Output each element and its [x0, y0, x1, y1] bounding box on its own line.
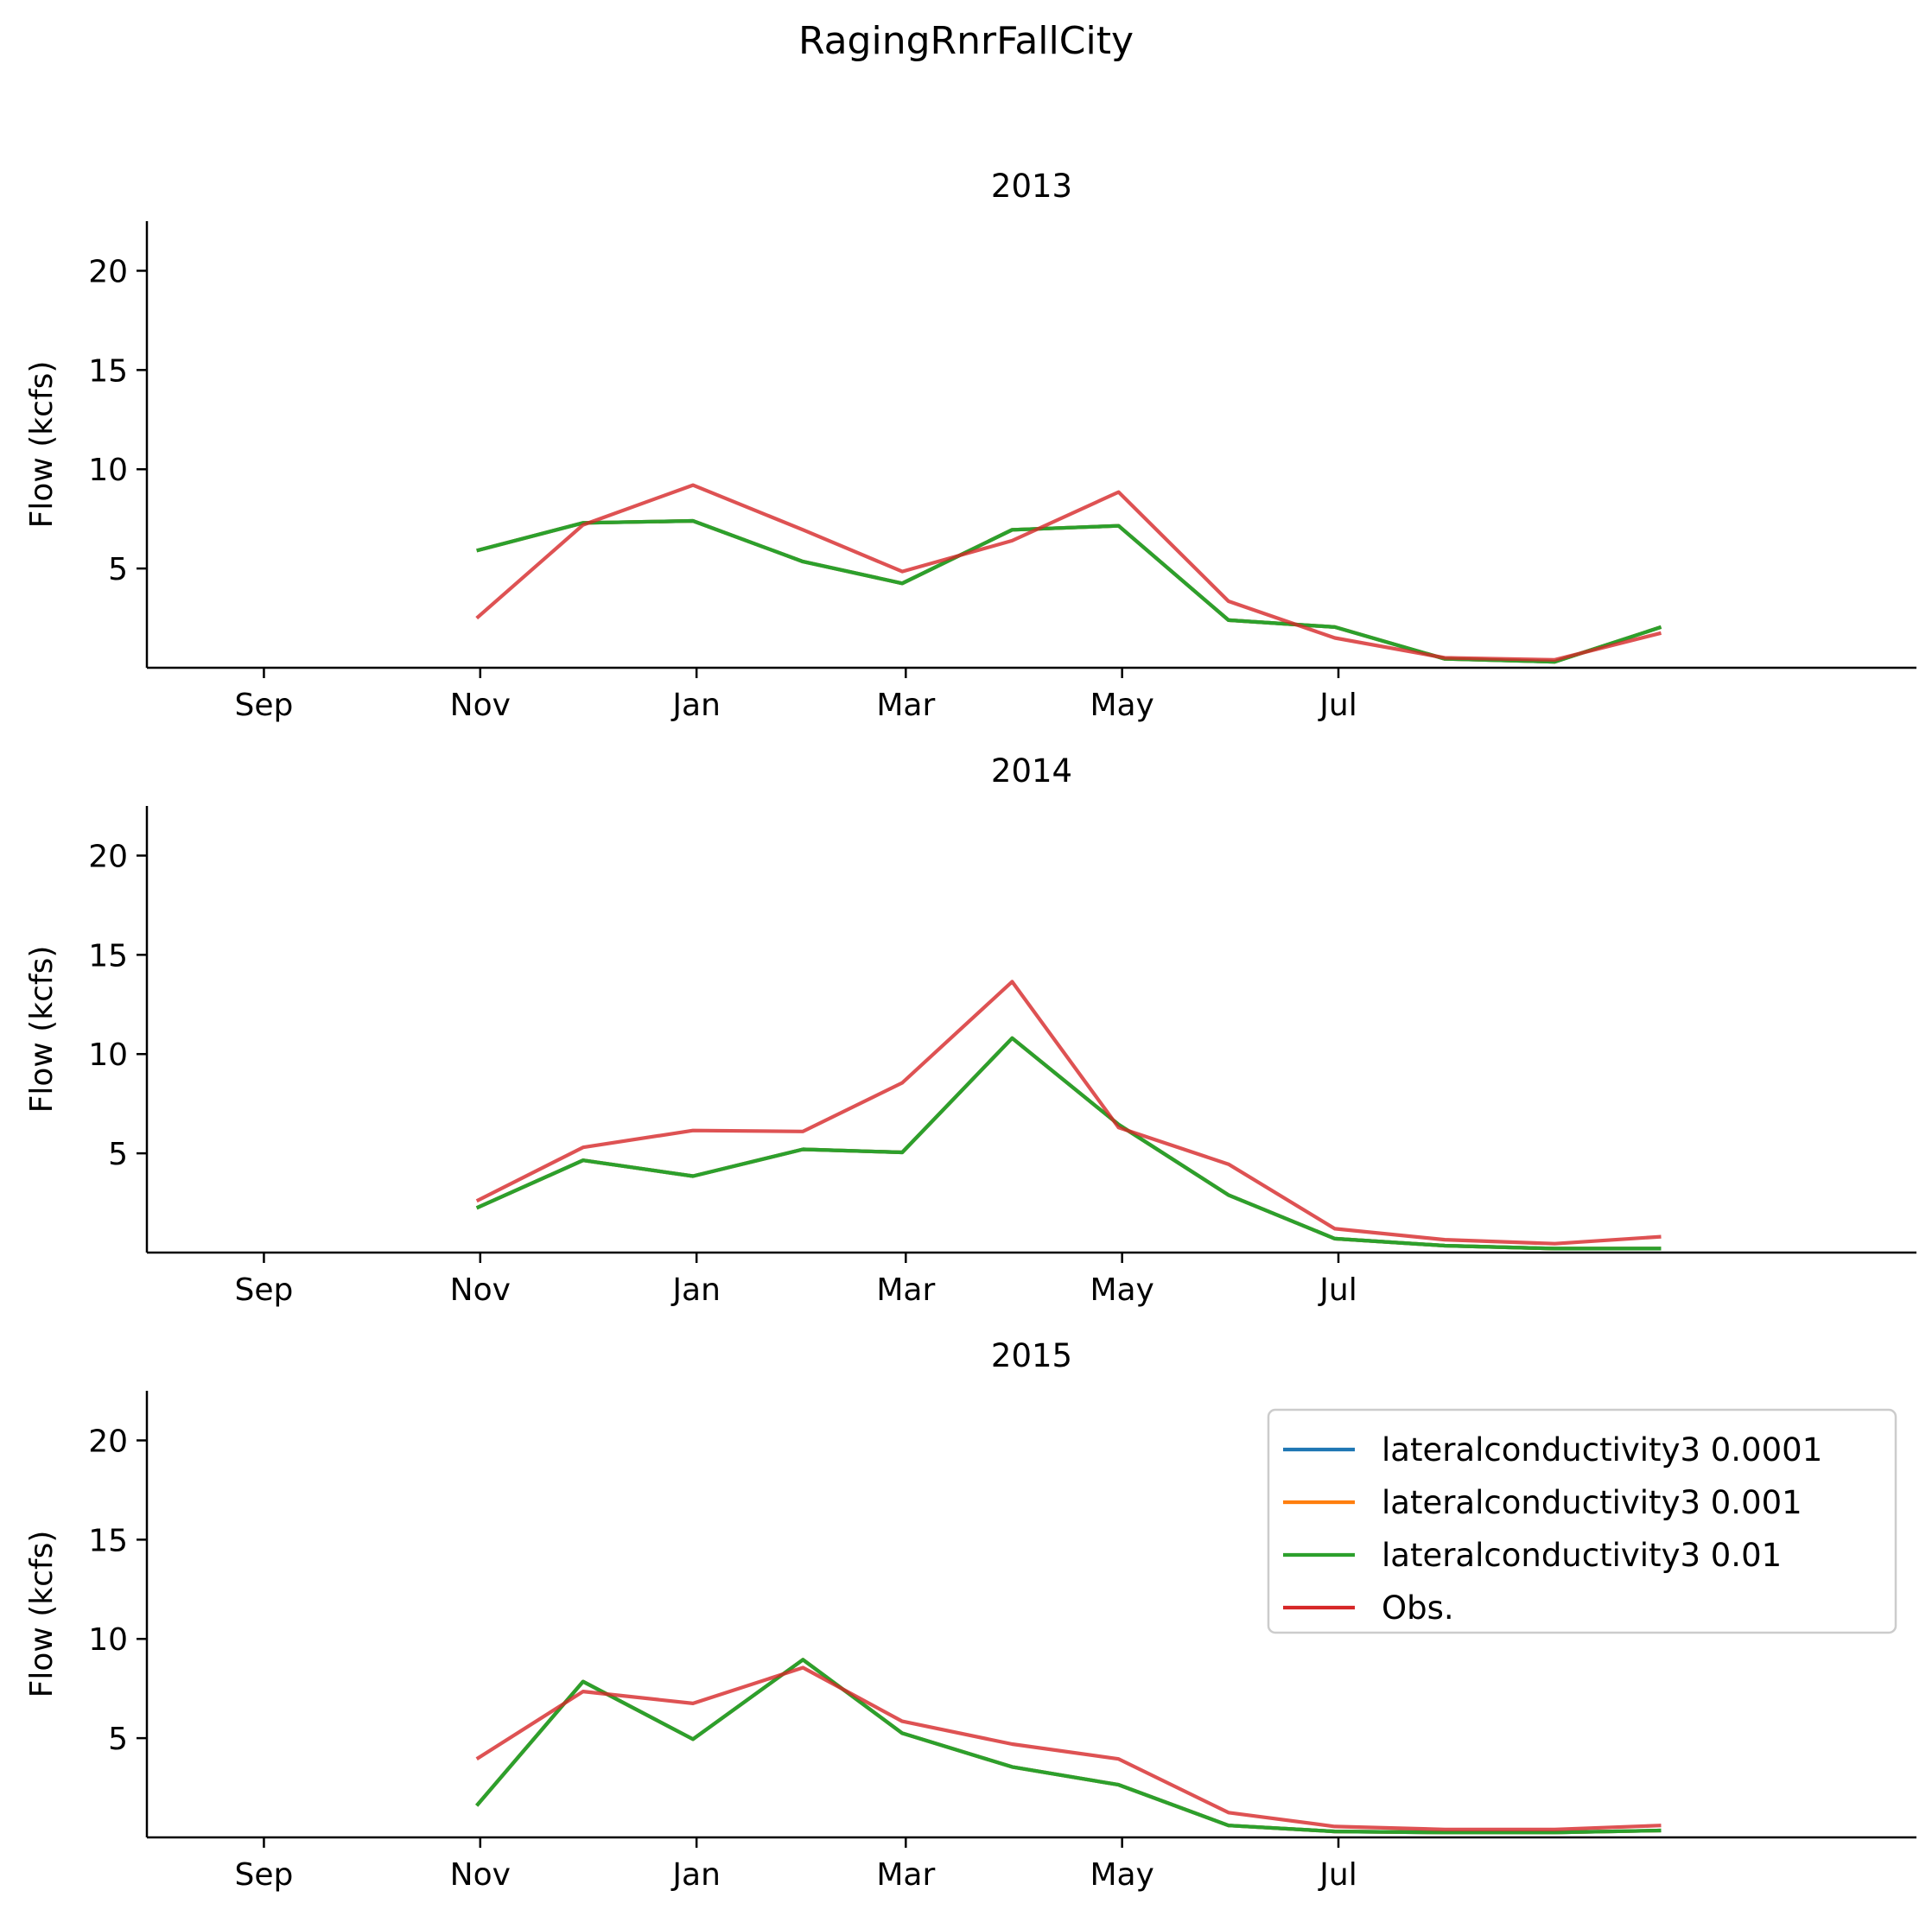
x-tick-label: Mar	[876, 1857, 935, 1893]
subplot-2013: 2013 Flow (kcfs) 5 10 15 20 Nov Jan Mar May Jul Sep	[24, 168, 1916, 723]
y-tick-label: 20	[88, 254, 128, 289]
legend-label: lateralconductivity3 0.01	[1382, 1537, 1782, 1574]
y-axis-label: Flow (kcfs)	[24, 361, 60, 529]
legend-box	[1267, 1408, 1897, 1634]
y-tick-label: 10	[88, 1037, 128, 1073]
x-tick-label: Jul	[1318, 688, 1357, 723]
legend-label: Obs.	[1382, 1589, 1454, 1627]
subplot-title: 2015	[991, 1337, 1072, 1374]
subplot-title: 2014	[991, 752, 1072, 790]
x-tick-label: Jul	[1318, 1857, 1357, 1893]
series-line-0	[476, 518, 1662, 664]
y-tick-label: 15	[88, 938, 128, 974]
y-axis-label: Flow (kcfs)	[24, 946, 60, 1113]
series-line-3	[475, 1665, 1662, 1831]
series-line-2	[475, 1658, 1662, 1835]
y-tick-label: 15	[88, 353, 128, 389]
y-tick-label: 5	[108, 552, 128, 587]
x-tick-label: Mar	[876, 1272, 935, 1308]
series-line-0	[475, 1036, 1662, 1251]
series-line-2	[476, 518, 1662, 664]
x-tick-label: Nov	[450, 1857, 511, 1893]
x-tick-label: Jan	[670, 1272, 721, 1308]
y-tick-label: 20	[88, 1424, 128, 1459]
x-tick-label: May	[1090, 1857, 1153, 1893]
series-line-3	[475, 980, 1662, 1246]
series-line-3	[475, 483, 1662, 662]
x-tick-label: May	[1090, 1272, 1153, 1308]
subplot-2014: 2014 Flow (kcfs) 5 10 15 20 Nov Jan Mar May Jul Sep	[24, 752, 1916, 1308]
x-tick-label: Jul	[1318, 1272, 1357, 1308]
subplot-2015: 2015 Flow (kcfs) 5 10 15 20 Nov Jan Mar May Jul Sep…	[24, 1337, 1916, 1893]
figure-title: RagingRnrFallCity	[798, 19, 1134, 63]
y-axis-label: Flow (kcfs)	[24, 1531, 60, 1698]
series-line-1	[476, 518, 1662, 664]
y-tick-label: 5	[108, 1137, 128, 1172]
legend-label: lateralconductivity3 0.0001	[1382, 1431, 1822, 1469]
series-line-1	[475, 1036, 1662, 1251]
x-tick-label: May	[1090, 688, 1153, 723]
x-tick-label: Nov	[450, 1272, 511, 1308]
x-tick-label: Sep	[235, 1272, 294, 1308]
x-tick-label: Nov	[450, 688, 511, 723]
series-line-1	[475, 1658, 1662, 1835]
legend-label: lateralconductivity3 0.001	[1382, 1484, 1802, 1521]
subplot-title: 2013	[991, 168, 1072, 205]
y-tick-label: 5	[108, 1722, 128, 1757]
x-tick-label: Sep	[235, 1857, 294, 1893]
y-tick-label: 15	[88, 1523, 128, 1558]
x-tick-label: Jan	[670, 1857, 721, 1893]
series-line-0	[475, 1658, 1662, 1835]
x-tick-label: Sep	[235, 688, 294, 723]
x-tick-label: Jan	[670, 688, 721, 723]
y-tick-label: 10	[88, 453, 128, 488]
y-tick-label: 10	[88, 1622, 128, 1658]
series-line-2	[475, 1036, 1662, 1251]
x-tick-label: Mar	[876, 688, 935, 723]
y-tick-label: 20	[88, 839, 128, 874]
